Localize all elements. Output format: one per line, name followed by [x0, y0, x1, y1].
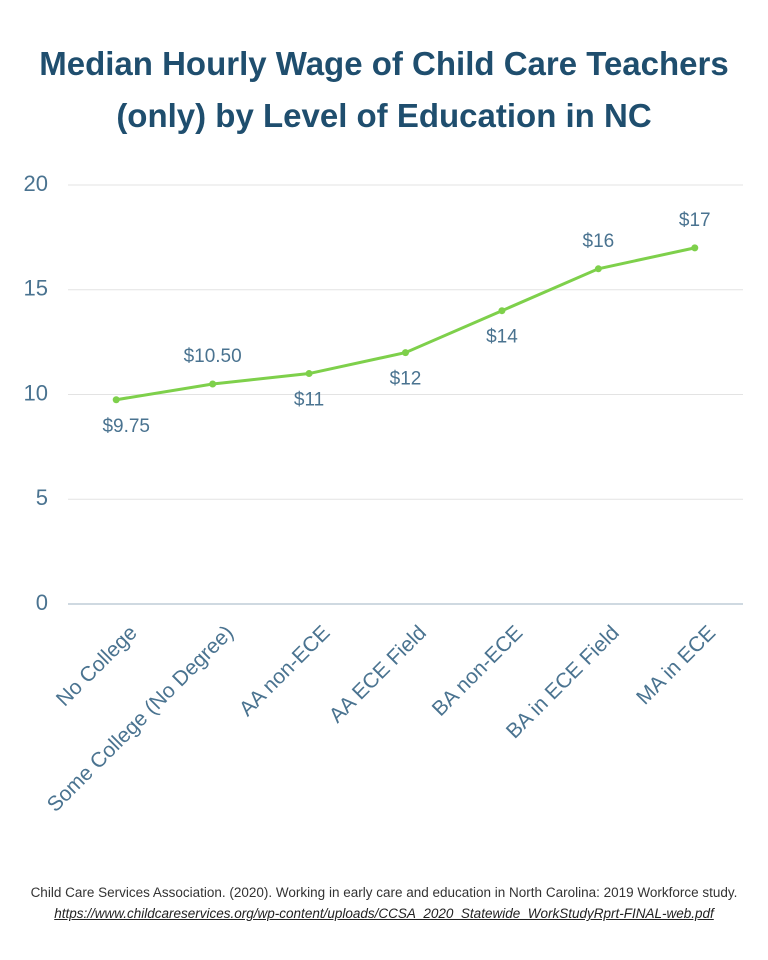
y-tick-label: 5 [36, 485, 48, 510]
x-tick-label: AA non-ECE [235, 621, 335, 721]
x-tick-label: No College [52, 621, 142, 711]
source-text: Child Care Services Association. (2020).… [30, 885, 738, 900]
data-label: $9.75 [102, 416, 150, 437]
x-tick-label: AA ECE Field [325, 621, 431, 727]
point [691, 244, 699, 252]
chart-title: Median Hourly Wage of Child Care Teacher… [39, 45, 729, 134]
data-label: $10.50 [184, 346, 242, 367]
y-tick-label: 0 [36, 590, 48, 615]
data-label: $14 [486, 327, 518, 348]
y-tick-label: 20 [24, 171, 48, 196]
y-tick-label: 10 [24, 380, 48, 405]
y-tick-label: 15 [24, 276, 48, 301]
point [305, 370, 313, 378]
x-tick-label: BA non-ECE [428, 621, 528, 721]
x-tick-label: MA in ECE [632, 621, 720, 709]
point [112, 396, 120, 404]
x-tick-label: Some College (No Degree) [43, 621, 238, 816]
data-label: $16 [583, 231, 615, 252]
point [594, 265, 602, 273]
point [209, 380, 217, 388]
source-link[interactable]: https://www.childcareservices.org/wp-con… [54, 906, 714, 921]
data-label: $11 [294, 390, 324, 411]
data-label: $12 [390, 369, 422, 390]
data-label: $17 [679, 210, 711, 231]
point [498, 307, 506, 315]
source: Child Care Services Association. (2020).… [0, 882, 768, 924]
point [402, 349, 409, 357]
